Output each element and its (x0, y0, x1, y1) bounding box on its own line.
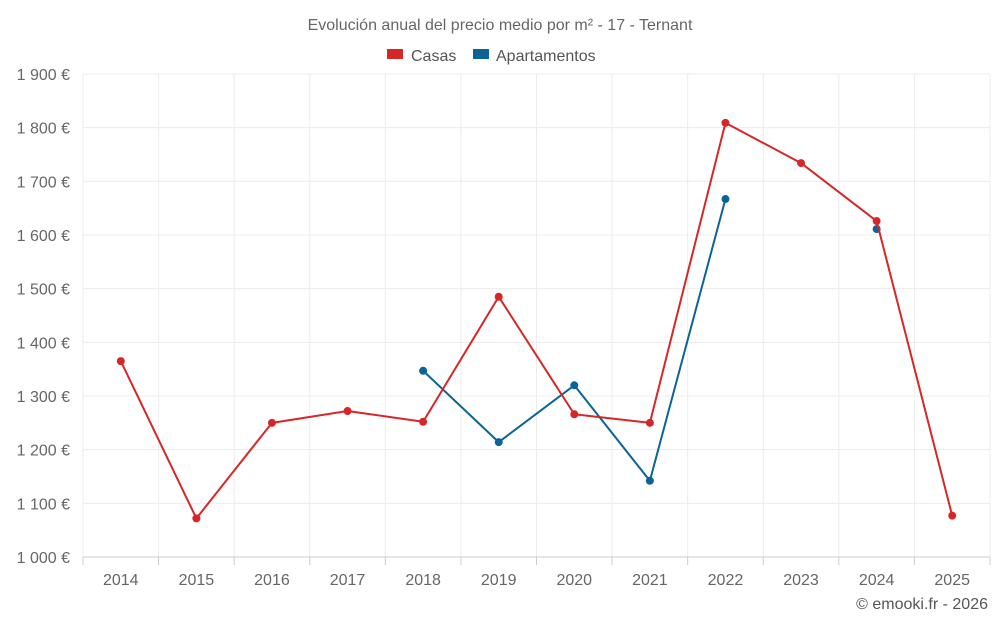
data-point-apartamentos[interactable] (645, 476, 654, 485)
data-point-casas[interactable] (645, 418, 654, 427)
data-point-apartamentos[interactable] (494, 438, 503, 447)
y-tick-label: 1 600 € (17, 228, 70, 245)
series-line-casas (119, 121, 954, 520)
series-line-apartamentos (422, 198, 727, 482)
y-tick-label: 1 500 € (17, 282, 70, 299)
legend-swatch-casas (387, 49, 403, 59)
y-tick-label: 1 400 € (17, 335, 70, 352)
legend-label-casas: Casas (411, 48, 456, 65)
legend-item-apartamentos[interactable]: Apartamentos (473, 48, 596, 65)
legend-item-casas[interactable]: Casas (387, 48, 456, 65)
data-point-casas[interactable] (267, 418, 276, 427)
chart-title: Evolución anual del precio medio por m² … (308, 17, 693, 34)
x-tick-label: 2015 (179, 572, 215, 589)
legend: Casas Apartamentos (387, 48, 596, 65)
data-point-apartamentos[interactable] (419, 366, 428, 375)
data-point-casas[interactable] (419, 417, 428, 426)
data-point-casas[interactable] (797, 159, 806, 168)
series-casas (116, 118, 957, 523)
grid (82, 73, 991, 557)
credit-text: © emooki.fr - 2026 (856, 596, 988, 613)
y-tick-label: 1 200 € (17, 443, 70, 460)
x-tick-label: 2020 (556, 572, 592, 589)
data-point-apartamentos[interactable] (721, 195, 730, 204)
y-tick-label: 1 700 € (17, 174, 70, 191)
series (116, 118, 957, 523)
data-point-casas[interactable] (494, 292, 503, 301)
x-tick-label: 2018 (405, 572, 441, 589)
legend-label-apartamentos: Apartamentos (496, 48, 596, 65)
data-point-casas[interactable] (570, 410, 579, 419)
axes: 1 000 € 1 100 € 1 200 € 1 300 € 1 400 € 1 500… (17, 67, 991, 589)
legend-swatch-apartamentos (473, 49, 489, 59)
data-point-casas[interactable] (948, 511, 957, 520)
x-tick-label: 2025 (934, 572, 970, 589)
x-tick-label: 2024 (859, 572, 895, 589)
x-tick-label: 2021 (632, 572, 668, 589)
data-point-casas[interactable] (872, 217, 881, 226)
x-tick-label: 2023 (783, 572, 819, 589)
data-point-apartamentos[interactable] (570, 381, 579, 390)
data-point-casas[interactable] (343, 407, 352, 416)
data-point-casas[interactable] (721, 118, 730, 127)
y-tick-label: 1 800 € (17, 121, 70, 138)
y-tick-label: 1 300 € (17, 389, 70, 406)
x-tick-label: 2016 (254, 572, 290, 589)
data-point-casas[interactable] (192, 514, 201, 523)
y-tick-label: 1 900 € (17, 67, 70, 84)
x-tick-label: 2019 (481, 572, 517, 589)
x-tick-label: 2022 (708, 572, 744, 589)
y-tick-label: 1 100 € (17, 496, 70, 513)
y-tick-label: 1 000 € (17, 550, 70, 567)
series-apartamentos (419, 195, 881, 485)
data-point-casas[interactable] (116, 357, 125, 366)
x-tick-label: 2017 (330, 572, 366, 589)
x-tick-label: 2014 (103, 572, 139, 589)
